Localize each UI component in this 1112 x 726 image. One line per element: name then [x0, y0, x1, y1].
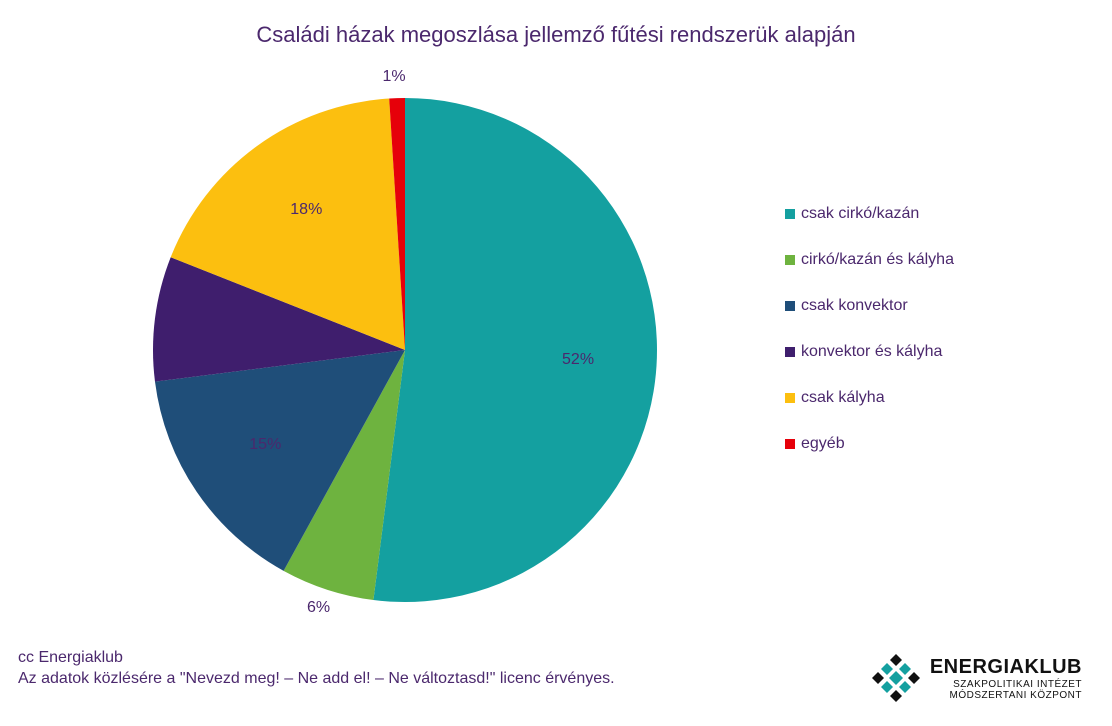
slice-label: 52%: [562, 351, 594, 369]
legend-label: konvektor és kályha: [801, 343, 942, 361]
energiaklub-logo: ENERGIAKLUB SZAKPOLITIKAI INTÉZET MÓDSZE…: [870, 652, 1082, 704]
logo-mark-icon: [870, 652, 922, 704]
legend-marker-icon: [785, 347, 795, 357]
legend-label: csak konvektor: [801, 297, 908, 315]
legend-label: egyéb: [801, 435, 845, 453]
legend-marker-icon: [785, 255, 795, 265]
legend-marker-icon: [785, 393, 795, 403]
legend-item: egyéb: [785, 435, 954, 453]
footer-line-2: Az adatok közlésére a "Nevezd meg! – Ne …: [18, 668, 615, 690]
footer-attribution: cc Energiaklub Az adatok közlésére a "Ne…: [18, 647, 615, 690]
chart-title: Családi házak megoszlása jellemző fűtési…: [0, 22, 1112, 48]
slice-label: 6%: [307, 599, 330, 617]
footer-line-1: cc Energiaklub: [18, 647, 615, 669]
legend-label: csak kályha: [801, 389, 885, 407]
legend-marker-icon: [785, 301, 795, 311]
legend-label: cirkó/kazán és kályha: [801, 251, 954, 269]
legend-label: csak cirkó/kazán: [801, 205, 919, 223]
legend-item: cirkó/kazán és kályha: [785, 251, 954, 269]
pie-slice: [373, 98, 657, 602]
logo-subtitle-1: SZAKPOLITIKAI INTÉZET: [930, 679, 1082, 690]
logo-subtitle-2: MÓDSZERTANI KÖZPONT: [930, 690, 1082, 701]
legend-item: csak kályha: [785, 389, 954, 407]
legend-item: csak cirkó/kazán: [785, 205, 954, 223]
logo-brand: ENERGIAKLUB: [930, 656, 1082, 679]
legend: csak cirkó/kazán cirkó/kazán és kályha csa…: [785, 205, 954, 481]
legend-marker-icon: [785, 439, 795, 449]
legend-item: csak konvektor: [785, 297, 954, 315]
legend-marker-icon: [785, 209, 795, 219]
pie-chart: 52%6%15%18%1%: [145, 90, 665, 610]
slice-label: 18%: [290, 201, 322, 219]
slice-label: 15%: [249, 436, 281, 454]
slice-label: 1%: [382, 68, 405, 86]
legend-item: konvektor és kályha: [785, 343, 954, 361]
